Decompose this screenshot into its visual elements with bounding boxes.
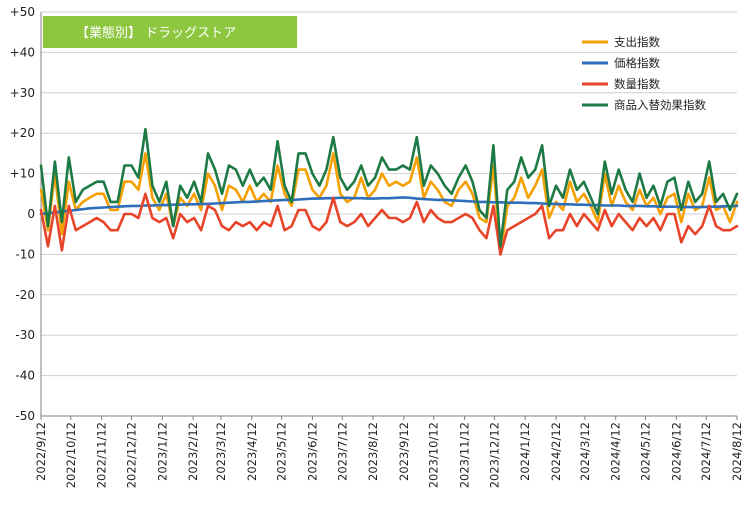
x-tick-label: 2023/1/12 [155, 422, 169, 481]
x-tick-label: 2024/7/12 [699, 422, 713, 481]
x-tick-label: 2024/8/12 [730, 422, 742, 481]
x-tick-label: 2023/9/12 [397, 422, 411, 481]
x-tick-label: 2023/7/12 [335, 422, 349, 481]
x-tick-label: 2023/5/12 [275, 422, 289, 481]
x-tick-label: 2024/6/12 [669, 422, 683, 481]
y-tick-label: -50 [15, 409, 35, 423]
x-tick-label: 2024/5/12 [639, 422, 653, 481]
y-tick-label: +10 [10, 167, 35, 181]
x-tick-label: 2023/12/12 [487, 422, 501, 488]
y-tick-label: -20 [15, 288, 35, 302]
legend-label: 数量指数 [614, 77, 660, 91]
legend-label: 商品入替効果指数 [614, 98, 706, 112]
x-tick-label: 2022/9/12 [34, 422, 48, 481]
x-tick-label: 2024/3/12 [578, 422, 592, 481]
x-tick-label: 2023/6/12 [305, 422, 319, 481]
x-tick-label: 2024/2/12 [549, 422, 563, 481]
x-tick-label: 2023/8/12 [366, 422, 380, 481]
y-tick-label: 0 [27, 207, 35, 221]
y-tick-label: +20 [10, 126, 35, 140]
axes [40, 12, 738, 420]
x-tick-label: 2024/4/12 [609, 422, 623, 481]
legend-label: 価格指数 [614, 56, 660, 70]
y-tick-label: -10 [15, 247, 35, 261]
y-tick-label: -30 [15, 328, 35, 342]
chart-title-box: 【業態別】 ドラッグストア [43, 16, 297, 48]
x-axis-tick-labels: 2022/9/12 2022/10/12 2022/11/12 2022/12/12 2… [34, 422, 742, 488]
legend-label: 支出指数 [614, 35, 660, 49]
title-background [43, 16, 297, 48]
grid-lines [41, 11, 737, 417]
x-tick-label: 2023/11/12 [458, 422, 472, 488]
y-axis-tick-labels: -50 -40 -30 -20 -10 0 +10 +20 +30 +40 +50 [10, 5, 35, 423]
series-line-3 [39, 192, 739, 256]
y-tick-label: +30 [10, 86, 35, 100]
y-tick-label: +40 [10, 45, 35, 59]
series-lines [39, 127, 739, 256]
x-tick-label: 2022/12/12 [124, 422, 138, 488]
x-tick-label: 2022/11/12 [95, 422, 109, 488]
x-tick-label: 2023/4/12 [245, 422, 259, 481]
x-tick-label: 2023/2/12 [186, 422, 200, 481]
chart-title: 【業態別】 ドラッグストア [76, 25, 236, 41]
x-tick-label: 2023/3/12 [214, 422, 228, 481]
x-tick-label: 2023/10/12 [427, 422, 441, 488]
x-tick-label: 2024/1/12 [518, 422, 532, 481]
x-tick-label: 2022/10/12 [64, 422, 78, 488]
series-line-4 [39, 127, 739, 248]
series-line-2 [39, 196, 739, 216]
y-tick-label: +50 [10, 5, 35, 19]
y-tick-label: -40 [15, 369, 35, 383]
